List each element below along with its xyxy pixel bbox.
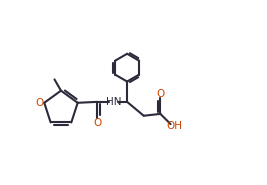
Text: O: O [156, 89, 164, 99]
Text: OH: OH [167, 121, 183, 131]
Text: O: O [93, 118, 101, 128]
Text: O: O [36, 98, 44, 108]
Text: HN: HN [106, 97, 121, 107]
